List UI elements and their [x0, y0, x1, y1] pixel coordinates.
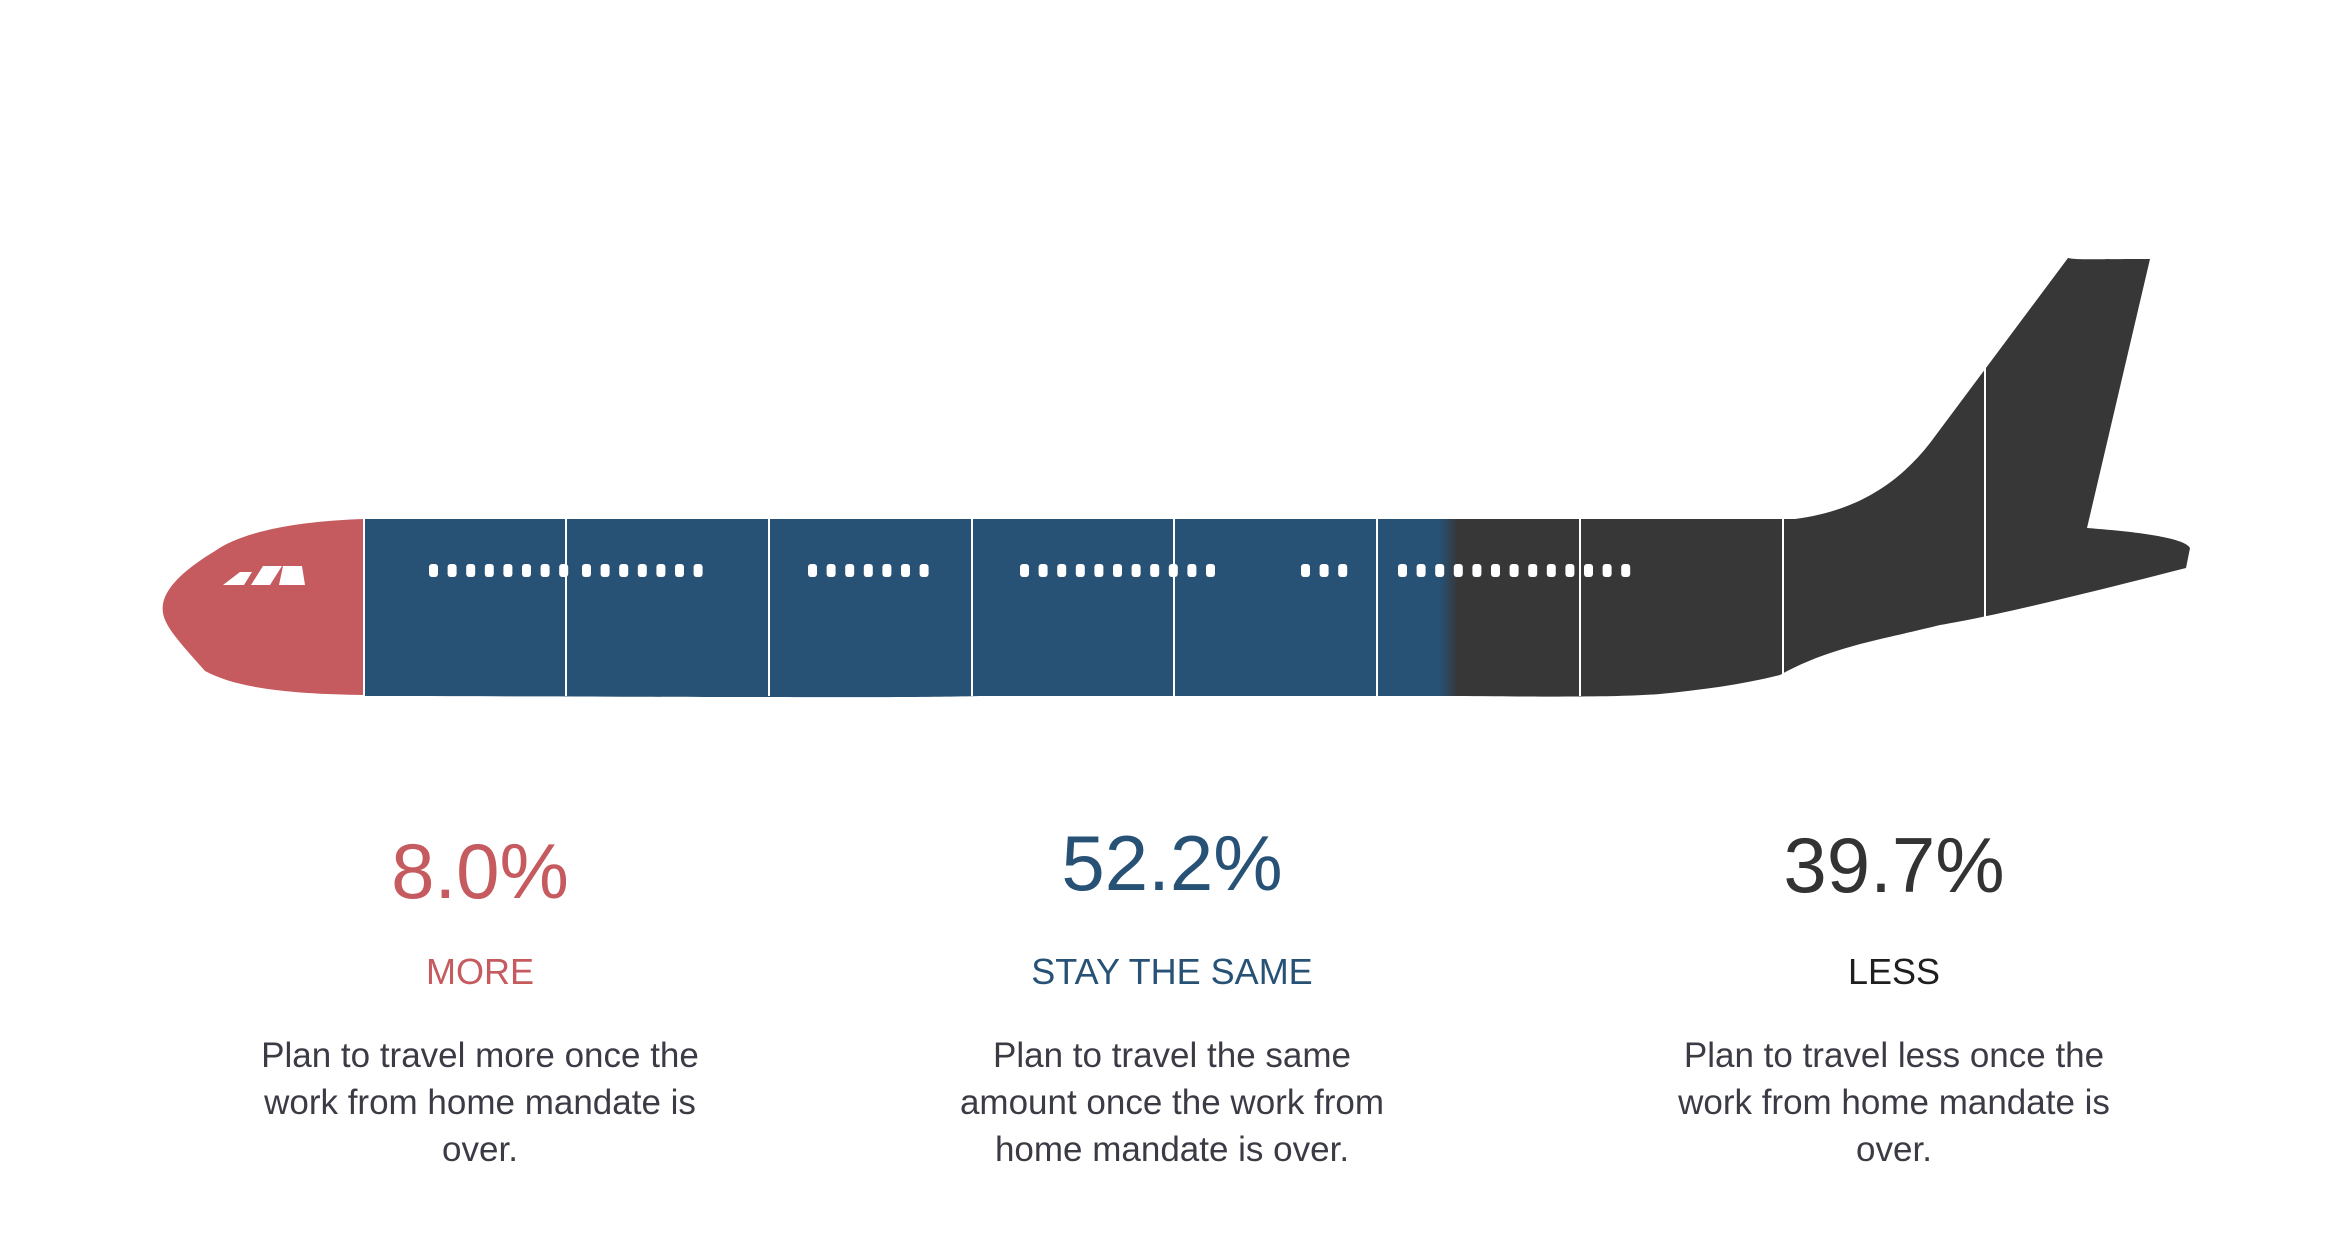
cabin-window [1094, 564, 1104, 577]
cabin-window [693, 564, 703, 577]
cabin-window [1187, 564, 1197, 577]
stat-desc-same: Plan to travel the same amount once the … [959, 1036, 1385, 1169]
cabin-window [1528, 564, 1538, 577]
cabin-window [559, 564, 569, 577]
cabin-window [619, 564, 629, 577]
cabin-window [1565, 564, 1575, 577]
cabin-window [1338, 564, 1348, 577]
cabin-window [1491, 564, 1500, 577]
stat-less: 39.7% LESS Plan to travel less once the … [1594, 826, 2194, 1173]
segment-less [1456, 258, 2190, 697]
stat-label-same: STAY THE SAME [1031, 951, 1313, 992]
cabin-window [1206, 564, 1215, 577]
cabin-window [1301, 564, 1310, 577]
segment-more [162, 519, 364, 695]
cabin-window [600, 564, 610, 577]
cabin-window [1416, 564, 1426, 577]
stat-value-same: 52.2% [1061, 819, 1283, 907]
cabin-window [466, 564, 476, 577]
cabin-window [808, 564, 817, 577]
cabin-window [1453, 564, 1463, 577]
cockpit-window-icon [223, 566, 305, 585]
cabin-window [1150, 564, 1160, 577]
cabin-window [637, 564, 647, 577]
cabin-window [1168, 564, 1178, 577]
cabin-window [882, 564, 892, 577]
cabin-window [484, 564, 494, 577]
cabin-window [1020, 564, 1029, 577]
cabin-window [845, 564, 855, 577]
cabin-window [540, 564, 550, 577]
segment-same [364, 519, 1452, 698]
cabin-window [447, 564, 457, 577]
cabin-window [863, 564, 873, 577]
cabin-window [1038, 564, 1048, 577]
cabin-window [1319, 564, 1329, 577]
cabin-window [826, 564, 836, 577]
cabin-window [429, 564, 438, 577]
stat-more: 8.0% MORE Plan to travel more once the w… [180, 832, 780, 1173]
cabin-window [1398, 564, 1407, 577]
cabin-window [675, 564, 684, 577]
cabin-window [582, 564, 591, 577]
cabin-window [1131, 564, 1141, 577]
cabin-window [1509, 564, 1519, 577]
panel-seams [363, 356, 1986, 696]
stat-label-less: LESS [1847, 951, 1941, 992]
cabin-window [503, 564, 513, 577]
cabin-window [656, 564, 666, 577]
stat-desc-less: Plan to travel less once the work from h… [1678, 1036, 2110, 1169]
cabin-windows [429, 564, 1631, 577]
cabin-window [1584, 564, 1593, 577]
stat-desc-more: Plan to travel more once the work from h… [261, 1036, 699, 1169]
cabin-window [1472, 564, 1482, 577]
segment-blend [1440, 519, 1458, 696]
cabin-window [901, 564, 910, 577]
cabin-window [1621, 564, 1631, 577]
cabin-window [919, 564, 929, 577]
cabin-window [1602, 564, 1612, 577]
stat-same: 52.2% STAY THE SAME Plan to travel the s… [872, 824, 1472, 1173]
airplane-chart [162, 258, 2190, 698]
cabin-window [1546, 564, 1556, 577]
cabin-window [1075, 564, 1085, 577]
cabin-window [1057, 564, 1067, 577]
stat-value-less: 39.7% [1783, 821, 2005, 909]
stat-value-more: 8.0% [391, 827, 569, 915]
cabin-window [522, 564, 531, 577]
cabin-window [1435, 564, 1445, 577]
cabin-window [1113, 564, 1122, 577]
stat-label-more: MORE [426, 951, 534, 992]
